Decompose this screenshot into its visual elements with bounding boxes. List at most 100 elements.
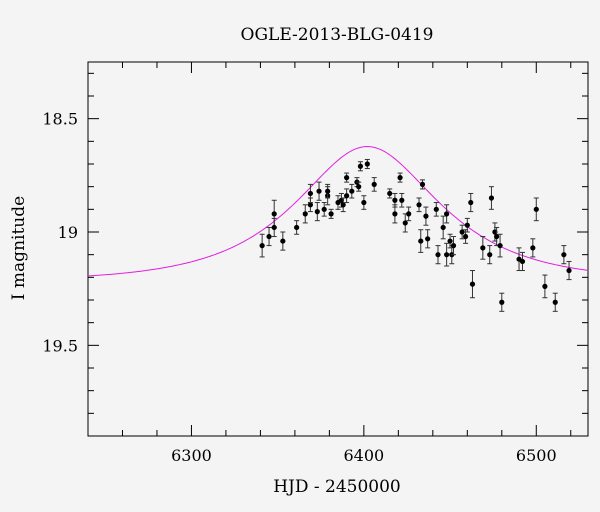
point-marker bbox=[425, 236, 431, 242]
point-marker bbox=[349, 188, 355, 194]
point-marker bbox=[321, 206, 327, 212]
point-marker bbox=[462, 233, 469, 240]
point-marker bbox=[444, 252, 450, 258]
x-axis-title: HJD - 2450000 bbox=[273, 477, 401, 497]
point-marker bbox=[459, 229, 465, 235]
data-point bbox=[364, 158, 370, 170]
data-point bbox=[469, 270, 476, 299]
point-marker bbox=[435, 252, 441, 258]
point-marker bbox=[444, 211, 450, 217]
point-marker bbox=[416, 202, 422, 208]
data-point bbox=[357, 161, 364, 172]
point-marker bbox=[307, 202, 314, 208]
x-tick-label: 6500 bbox=[516, 446, 557, 465]
data-point bbox=[344, 188, 350, 204]
data-point bbox=[444, 204, 450, 224]
y-tick-label: 18.5 bbox=[42, 110, 78, 129]
point-marker bbox=[307, 190, 314, 197]
point-marker bbox=[450, 243, 457, 249]
point-marker bbox=[387, 190, 393, 197]
data-point bbox=[533, 197, 539, 222]
point-marker bbox=[357, 163, 364, 169]
data-points bbox=[259, 158, 572, 312]
data-point bbox=[450, 236, 457, 256]
data-point bbox=[480, 236, 486, 260]
x-tick-label: 6400 bbox=[344, 446, 385, 465]
point-marker bbox=[464, 222, 470, 228]
point-marker bbox=[316, 188, 322, 194]
data-point bbox=[361, 195, 367, 210]
data-point bbox=[561, 245, 567, 265]
point-marker bbox=[271, 224, 277, 231]
data-point bbox=[280, 231, 286, 251]
axis-ticks bbox=[88, 62, 588, 437]
point-marker bbox=[266, 233, 272, 240]
point-marker bbox=[402, 220, 408, 226]
data-point bbox=[416, 197, 422, 213]
point-marker bbox=[419, 181, 426, 187]
point-marker bbox=[499, 299, 505, 305]
data-point bbox=[494, 226, 500, 247]
data-point bbox=[302, 204, 308, 224]
point-marker bbox=[566, 267, 572, 274]
point-marker bbox=[447, 238, 453, 244]
point-marker bbox=[468, 199, 474, 206]
point-marker bbox=[364, 161, 370, 167]
data-point bbox=[406, 206, 412, 222]
point-marker bbox=[552, 299, 558, 305]
point-marker bbox=[497, 243, 503, 249]
point-marker bbox=[561, 252, 567, 258]
plot-frame bbox=[87, 61, 589, 437]
point-marker bbox=[280, 238, 286, 244]
point-marker bbox=[344, 175, 350, 181]
data-point bbox=[423, 206, 429, 226]
point-marker bbox=[259, 243, 265, 249]
point-marker bbox=[530, 245, 536, 251]
data-point bbox=[344, 172, 350, 183]
data-point bbox=[433, 202, 439, 217]
data-point bbox=[497, 233, 503, 258]
data-point bbox=[356, 181, 362, 192]
point-marker bbox=[397, 175, 403, 181]
point-marker bbox=[392, 211, 398, 217]
data-point bbox=[444, 242, 450, 267]
model-curve bbox=[87, 146, 589, 277]
plot-area: 6300 6400 6500 18.5 19 19.5 bbox=[42, 61, 589, 465]
data-point bbox=[542, 274, 548, 299]
data-point bbox=[468, 192, 474, 213]
data-point bbox=[530, 238, 536, 258]
data-point bbox=[402, 213, 408, 233]
point-marker bbox=[371, 181, 377, 187]
point-marker bbox=[271, 211, 277, 217]
point-marker bbox=[542, 283, 548, 289]
data-point bbox=[271, 217, 277, 238]
data-point bbox=[387, 188, 393, 199]
point-marker bbox=[488, 195, 495, 201]
point-marker bbox=[328, 211, 334, 217]
data-point bbox=[440, 215, 446, 240]
data-point bbox=[392, 204, 398, 224]
point-marker bbox=[487, 252, 493, 258]
chart-title: OGLE-2013-BLG-0419 bbox=[241, 25, 434, 45]
data-point bbox=[397, 172, 403, 183]
data-point bbox=[314, 202, 320, 222]
data-point bbox=[316, 181, 322, 201]
point-marker bbox=[314, 209, 320, 215]
point-marker bbox=[469, 281, 476, 287]
data-point bbox=[266, 226, 272, 247]
point-marker bbox=[406, 211, 412, 217]
point-marker bbox=[340, 202, 346, 208]
x-tick-label: 6300 bbox=[171, 446, 212, 465]
point-marker bbox=[418, 238, 424, 244]
data-point bbox=[488, 186, 495, 210]
point-marker bbox=[399, 197, 405, 203]
point-marker bbox=[519, 258, 526, 265]
data-point bbox=[399, 192, 405, 208]
data-point bbox=[425, 229, 431, 249]
y-axis-title: I magnitude bbox=[9, 196, 29, 300]
point-marker bbox=[325, 188, 331, 194]
point-marker bbox=[302, 211, 308, 217]
axis-tick-labels: 6300 6400 6500 18.5 19 19.5 bbox=[42, 110, 556, 465]
